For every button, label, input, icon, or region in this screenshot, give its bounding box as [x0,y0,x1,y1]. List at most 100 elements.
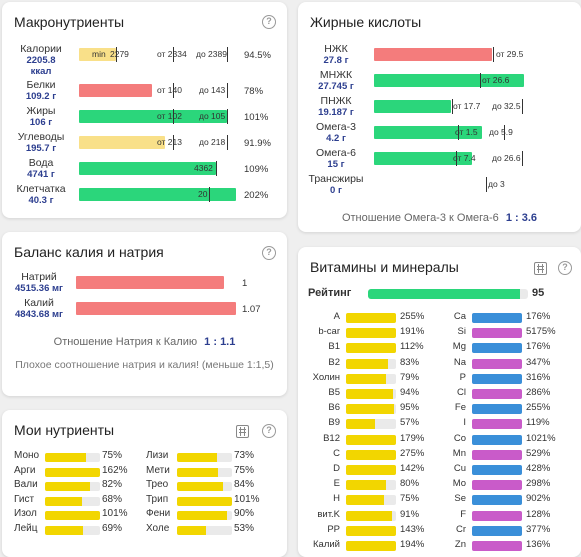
vitamin-row: вит.K 91% [306,509,436,523]
help-icon[interactable]: ? [262,424,276,438]
vitamin-pct: 142% [400,463,425,474]
vitamin-row: Zn 136% [432,539,562,553]
vitamin-row: B9 57% [306,417,436,431]
vitamin-row: I 119% [432,417,562,431]
vitamin-row: Cu 428% [432,463,562,477]
help-icon[interactable]: ? [262,15,276,29]
nutrient-pct: 69% [102,522,123,534]
vitamin-pct: 83% [400,356,420,368]
vitamin-row: Na 347% [432,357,562,371]
vitamin-row: Mo 298% [432,478,562,492]
balance-title: Баланс калия и натрия [14,244,164,260]
vitamin-bar [472,358,522,369]
nutrient-row: Лизи 73% [146,450,276,463]
vitamin-bar [472,525,522,536]
vitamin-row: Холин 79% [306,372,436,386]
nutrient-row: Арги 162% [14,465,144,478]
vitamin-pct: 176% [526,311,551,322]
vitamin-bar [346,373,396,384]
omega-ratio: Отношение Омега-3 к Омега-6 1 : 3.6 [341,212,538,224]
vitamin-row: Se 902% [432,493,562,507]
nutrient-row: Изол 101% [14,508,144,521]
vitamin-bar [472,313,522,323]
vitamin-pct: 286% [526,387,551,398]
vitamin-pct: 79% [400,371,420,383]
table-icon[interactable] [534,262,547,275]
vitamin-label: E [333,478,340,490]
vitamin-pct: 136% [526,539,551,550]
vitamin-pct: 112% [400,341,424,353]
vitamin-row: F 128% [432,509,562,523]
my-nutrients-card: Мои нутриенты ? Моно 75% Арги 162% Вали 82% Ги… [2,410,287,557]
vitamin-row: C 275% [306,448,436,462]
vitamin-row: A 255% [306,311,436,325]
vitamin-row: E 80% [306,478,436,492]
vitamin-pct: 5175% [526,326,556,338]
vitamin-row: Mg 176% [432,341,562,355]
nutrient-pct: 82% [102,479,123,490]
vitamin-row: Cl 286% [432,387,562,401]
nutrient-label: Арги [14,464,36,476]
macro-row-carbs: Углеводы 195.7 г от 213 до 218 91.9% [17,131,271,155]
fatty-row: ПНЖК 19.187 г от 17.7 до 32.5 [298,96,581,122]
vitamin-pct: 529% [526,447,551,459]
nutrient-pct: 84% [234,479,255,490]
vitamin-pct: 94% [400,387,420,398]
vitamin-bar [472,343,522,354]
rating-value: 95 [532,287,545,299]
nutrient-label: Моно [14,450,40,461]
sodium-row: Натрий 4515.36 мг 1 [15,271,248,295]
vitamin-label: A [333,311,340,322]
vitamin-label: D [333,463,340,474]
vitamin-bar [472,541,522,551]
macro-row-water: Вода 4741 г 4362 109% [27,157,269,181]
rating-bar [368,289,528,299]
vitamin-row: B2 83% [306,357,436,371]
help-icon[interactable]: ? [262,246,276,260]
nutrient-row: Трип 101% [146,494,276,507]
nutrient-label: Трип [146,493,169,505]
nutrient-row: Трео 84% [146,479,276,492]
na-k-ratio: Отношение Натрия к Калию 1 : 1.1 [53,336,236,348]
vitamin-label: PP [327,523,340,535]
fatty-title: Жирные кислоты [310,14,422,30]
vitamin-label: Mn [452,447,466,459]
vitamin-row: B5 94% [306,387,436,401]
fatty-row: Омега-3 4.2 г от 1.5 до 5.9 [315,121,513,145]
fatty-card: Жирные кислоты НЖК 27.8 г от 29.5 МНЖК 27.… [298,2,581,232]
vitamin-bar [346,495,396,506]
nutrient-row: Лейц 69% [14,523,144,536]
vitamin-bar [346,541,396,551]
table-icon[interactable] [236,425,249,438]
vitamin-row: D 142% [306,463,436,477]
nutrient-pct: 101% [234,493,260,505]
vitamin-label: B5 [328,387,340,398]
vitamin-label: Na [453,356,466,368]
fatty-row: Омега-6 15 г от 7.4 до 26.6 [298,148,581,174]
vitamin-pct: 316% [526,371,551,383]
vitamin-bar [346,358,396,369]
vitamin-bar [346,419,396,430]
help-icon[interactable]: ? [558,261,572,275]
vitamin-pct: 377% [526,523,551,535]
calories-bar [79,48,116,61]
vitamin-label: Cr [455,523,466,535]
fatty-row: НЖК 27.8 г от 29.5 [323,43,524,67]
vitamin-label: Калий [313,539,340,550]
vitamin-bar [346,480,396,491]
vitamin-pct: 298% [526,478,551,490]
nutrient-label: Изол [14,508,37,519]
nutrient-pct: 90% [234,508,255,519]
vitamin-pct: 75% [400,493,420,505]
vitamin-label: B9 [328,417,340,429]
macro-row-protein: Белки 109.2 г от 140 до 143 78% [25,79,264,103]
vitamin-label: B2 [328,356,340,368]
nutrient-pct: 75% [234,464,255,476]
vitamin-label: Cl [457,387,466,398]
vitamin-row: B1 112% [306,341,436,355]
fatty-row: МНЖК 27.745 г от 26.6 [298,70,581,96]
vitamin-row: Mn 529% [432,448,562,462]
sodium-bar [76,276,224,289]
vitamin-row: H 75% [306,493,436,507]
balance-card: Баланс калия и натрия ? Натрий 4515.36 мг… [2,232,287,396]
